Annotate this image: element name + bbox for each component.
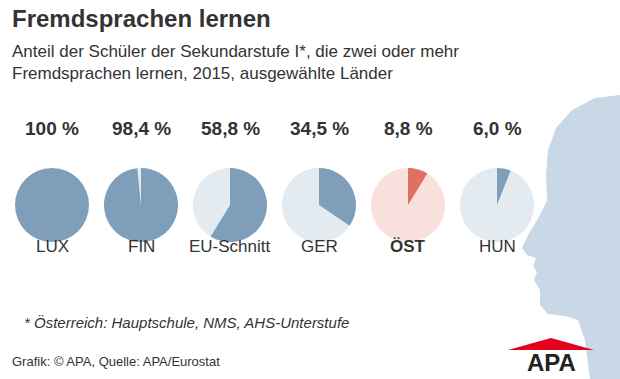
svg-text:GER: GER bbox=[301, 237, 338, 256]
svg-text:FIN: FIN bbox=[128, 237, 155, 256]
svg-text:* Österreich: Hauptschule, NMS: * Österreich: Hauptschule, NMS, AHS-Unte… bbox=[24, 314, 349, 331]
svg-text:34,5 %: 34,5 % bbox=[290, 118, 349, 139]
svg-text:HUN: HUN bbox=[479, 237, 516, 256]
svg-text:Fremdsprachen lernen: Fremdsprachen lernen bbox=[12, 5, 271, 32]
svg-text:Anteil der Schüler der Sekunda: Anteil der Schüler der Sekundarstufe I*,… bbox=[12, 42, 459, 83]
svg-text:8,8 %: 8,8 % bbox=[384, 118, 433, 139]
svg-text:Grafik: © APA, Quelle: APA/Eur: Grafik: © APA, Quelle: APA/Eurostat bbox=[12, 354, 220, 369]
svg-text:58,8 %: 58,8 % bbox=[201, 118, 260, 139]
svg-text:ÖST: ÖST bbox=[390, 237, 426, 256]
svg-text:APA: APA bbox=[527, 349, 576, 376]
svg-text:LUX: LUX bbox=[36, 237, 69, 256]
svg-text:98,4 %: 98,4 % bbox=[112, 118, 171, 139]
svg-text:6,0 %: 6,0 % bbox=[473, 118, 522, 139]
svg-text:EU-Schnitt: EU-Schnitt bbox=[189, 237, 271, 256]
svg-text:100 %: 100 % bbox=[25, 118, 79, 139]
